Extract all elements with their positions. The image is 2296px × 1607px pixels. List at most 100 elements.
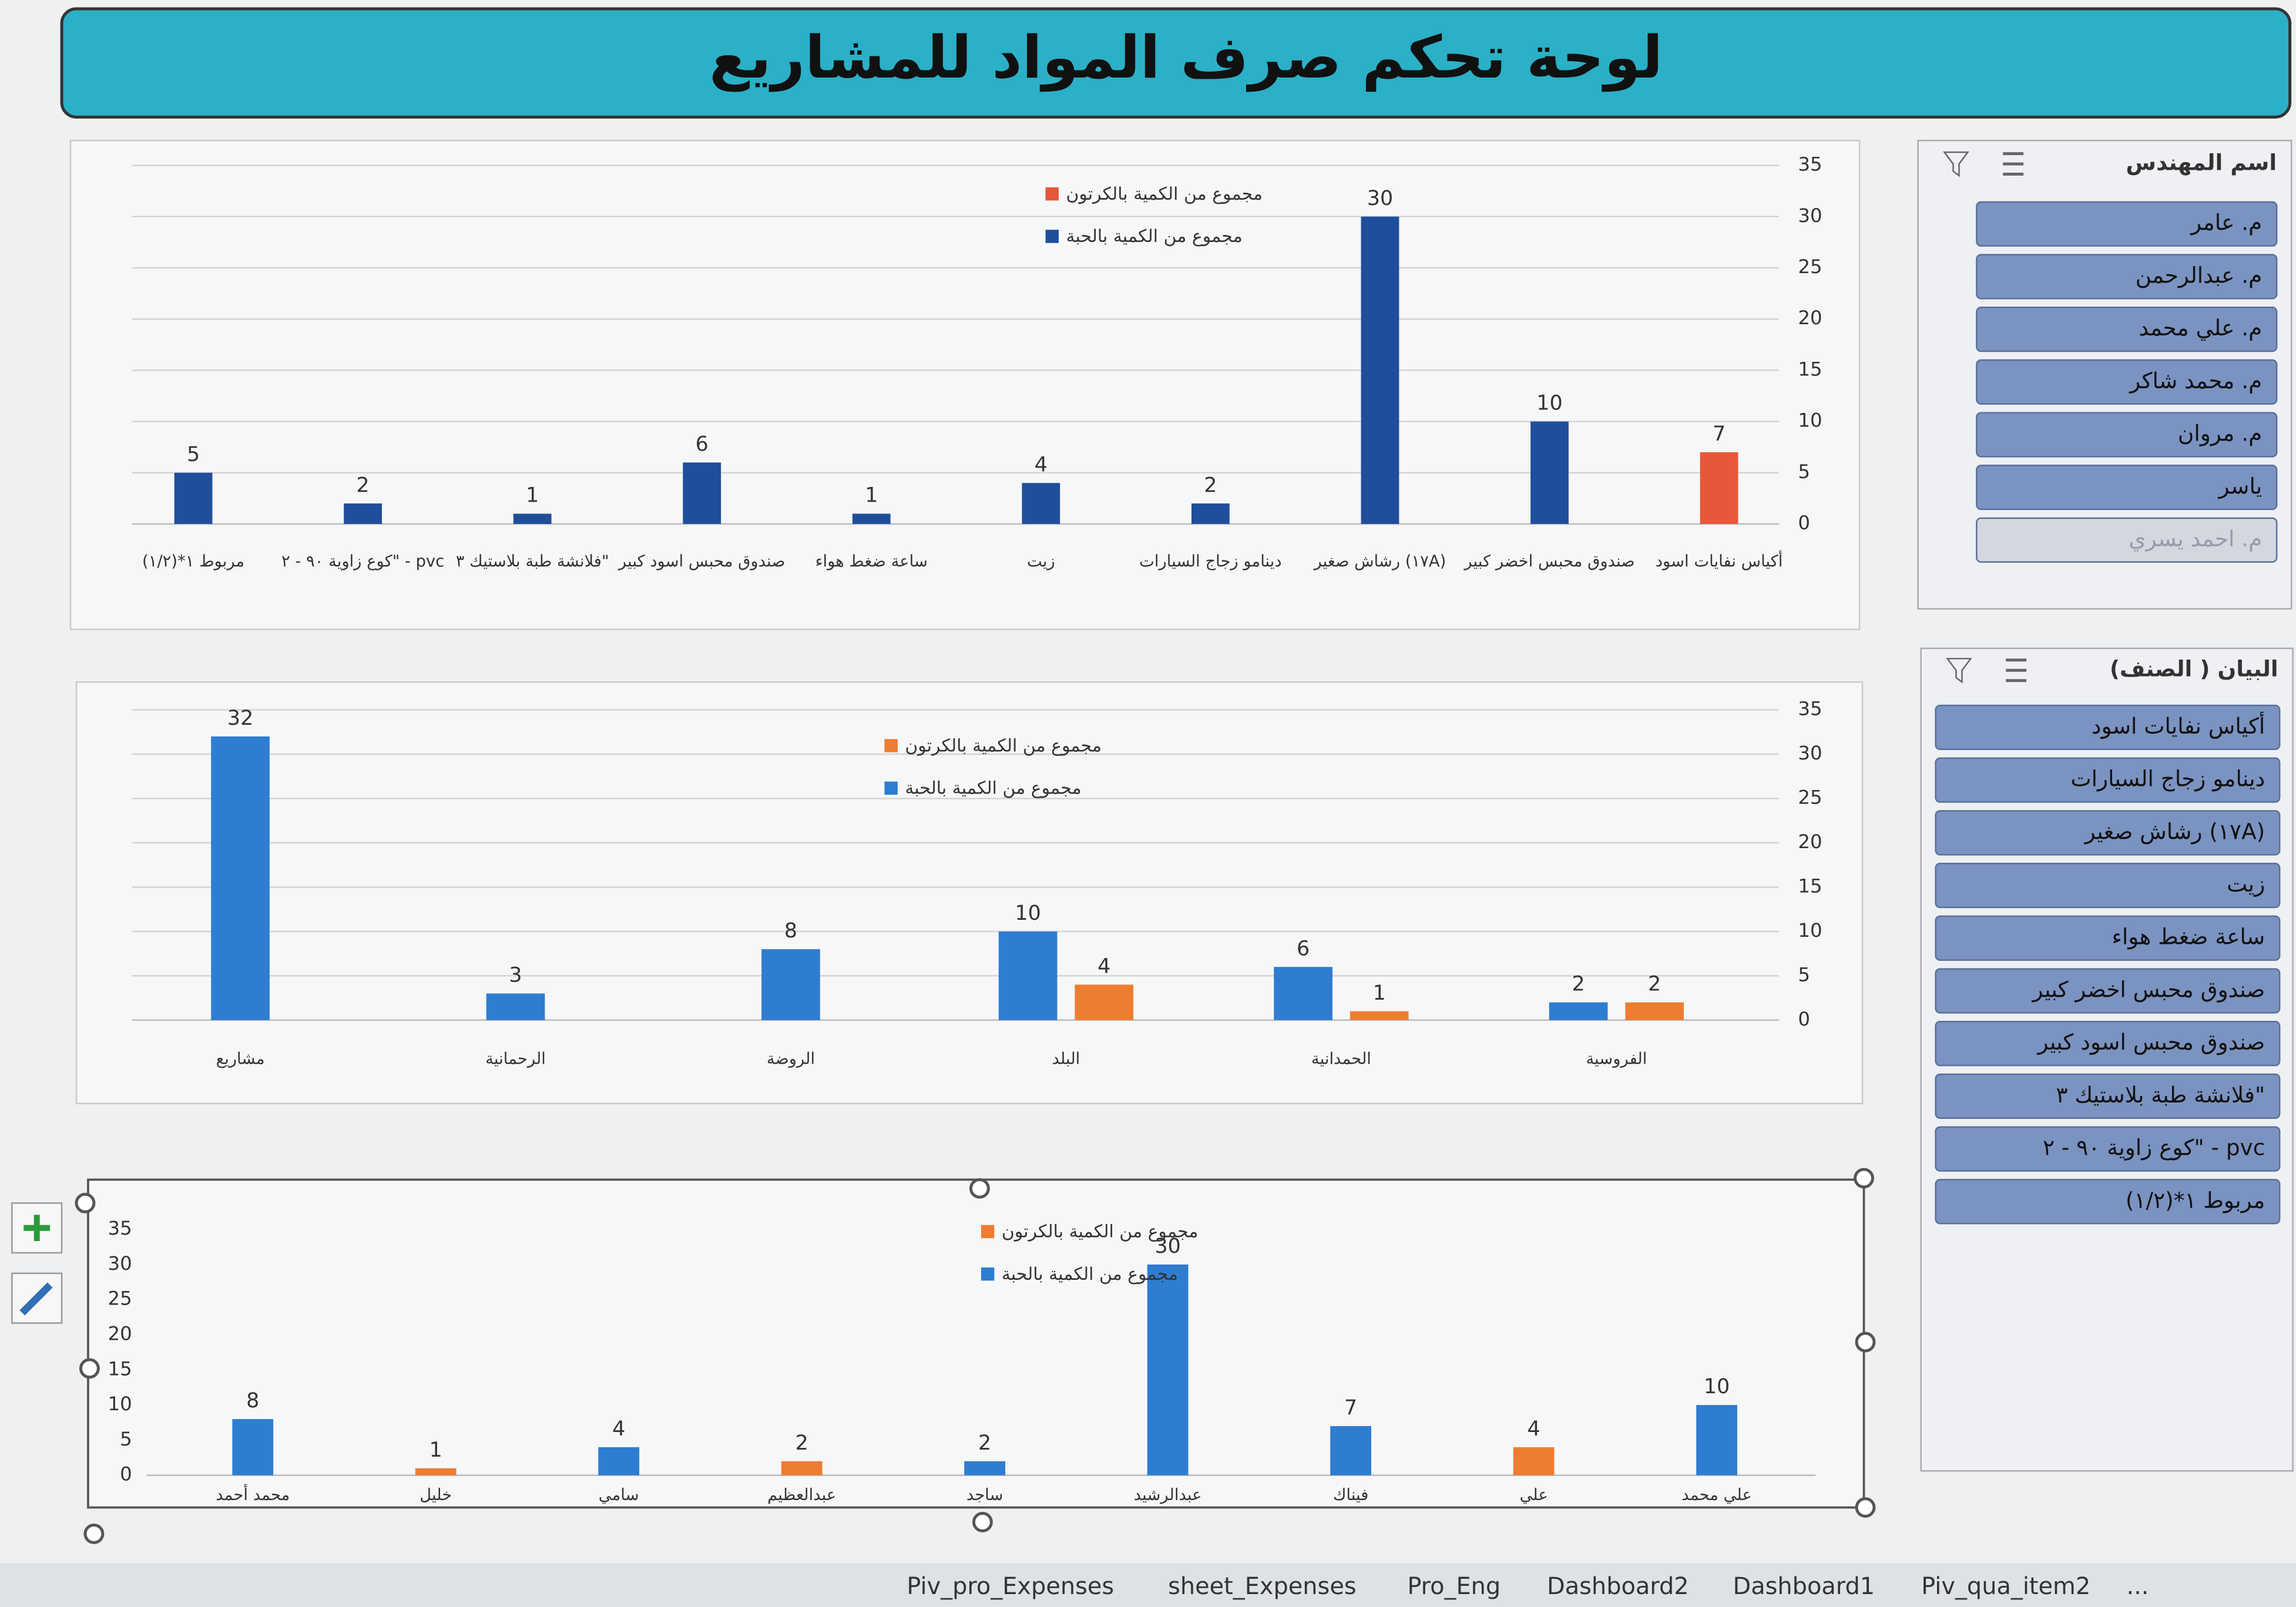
- bar: [174, 472, 213, 525]
- data-label: 30: [1154, 1235, 1180, 1258]
- slicer-item[interactable]: [1935, 968, 2281, 1014]
- data-label: 2: [1648, 973, 1661, 996]
- selection-handle[interactable]: [1855, 1332, 1876, 1353]
- x-tick-label: محمد أحمد: [216, 1484, 290, 1504]
- bar: [1075, 984, 1134, 1020]
- slicer-item[interactable]: [1976, 307, 2278, 352]
- data-label: 7: [1344, 1396, 1357, 1420]
- data-label: 1: [526, 484, 539, 507]
- data-label: 1: [865, 484, 878, 507]
- brush-icon: [19, 1282, 53, 1316]
- sheet-tab[interactable]: ...: [2126, 1573, 2149, 1600]
- sheet-tab[interactable]: Pro_Eng: [1407, 1573, 1501, 1600]
- x-tick-label: الفروسية: [1586, 1050, 1647, 1068]
- add-button[interactable]: [11, 1202, 63, 1254]
- legend-entry: مجموع من الكمية بالحبة: [1002, 1264, 1178, 1285]
- x-tick-label: مربوط ۱*(۱/۲): [142, 552, 244, 570]
- sheet-tab[interactable]: Dashboard1: [1733, 1573, 1875, 1600]
- data-label: 10: [1536, 392, 1562, 415]
- selection-handle[interactable]: [1854, 1168, 1874, 1189]
- data-label: 4: [1527, 1417, 1540, 1441]
- data-label: 4: [1035, 453, 1048, 476]
- y-tick-label: 30: [108, 1252, 132, 1275]
- data-label: 1: [1373, 981, 1386, 1005]
- slicer-item-label: م. محمد شاكر: [2129, 368, 2262, 394]
- slicer-item[interactable]: [1935, 704, 2281, 751]
- sheet-tab[interactable]: sheet_Expenses: [1168, 1573, 1357, 1600]
- x-tick-label: ساعة ضغط هواء: [815, 552, 928, 570]
- data-label: 10: [1704, 1375, 1730, 1398]
- y-tick-label: 10: [1798, 919, 1822, 942]
- y-tick-label: 5: [1798, 460, 1810, 483]
- slicer-item[interactable]: [1976, 517, 2278, 563]
- selection-handle[interactable]: [972, 1512, 993, 1532]
- data-label: 3: [509, 964, 522, 987]
- bar: [415, 1468, 456, 1475]
- data-label: 5: [187, 443, 200, 466]
- bar: [1696, 1405, 1737, 1475]
- legend-entry: مجموع من الكمية بالحبة: [1066, 226, 1242, 247]
- data-label: 7: [1713, 422, 1726, 446]
- slicer-item[interactable]: [1935, 1073, 2281, 1119]
- x-tick-label: البلد: [1052, 1050, 1080, 1068]
- dashboard-title: لوحة تحكم صرف المواد للمشاريع: [709, 23, 1663, 92]
- bar: [1361, 216, 1399, 525]
- bar: [513, 513, 552, 525]
- clear-filter-icon[interactable]: [1943, 151, 1969, 177]
- x-tick-label: صندوق محبس اخضر كبير: [1463, 552, 1634, 570]
- slicer-item[interactable]: [1935, 757, 2281, 803]
- bar: [683, 462, 721, 525]
- slicer-item-label: م. مروان: [2178, 421, 2262, 447]
- x-tick-label: سامي: [599, 1486, 639, 1504]
- data-label: 4: [1097, 955, 1110, 979]
- data-label: 32: [227, 707, 253, 730]
- slicer-item[interactable]: [1935, 1126, 2281, 1172]
- x-tick-label: صندوق محبس اسود كبير: [617, 552, 786, 570]
- slicer-item[interactable]: [1976, 465, 2278, 510]
- x-tick-label: عبدالعظيم: [767, 1486, 836, 1504]
- legend-entry: مجموع من الكمية بالكرتون: [1066, 184, 1263, 204]
- y-tick-label: 15: [1798, 358, 1822, 380]
- x-tick-label: مشاريع: [216, 1050, 265, 1068]
- data-label: 10: [1015, 902, 1040, 925]
- selection-handle[interactable]: [83, 1523, 105, 1544]
- sheet-tab[interactable]: Piv_qua_item2: [1921, 1573, 2090, 1600]
- slicer-item[interactable]: [1976, 254, 2278, 300]
- y-tick-label: 20: [1798, 831, 1822, 853]
- multi-select-icon[interactable]: [2003, 152, 2024, 176]
- selection-handle[interactable]: [75, 1192, 96, 1213]
- y-tick-label: 15: [1798, 875, 1822, 897]
- bar: [1530, 421, 1569, 525]
- slicer-item[interactable]: [1976, 359, 2278, 405]
- selection-handle[interactable]: [969, 1178, 990, 1199]
- data-label: 8: [784, 919, 797, 943]
- slicer-item[interactable]: [1935, 810, 2281, 856]
- sheet-tab[interactable]: Piv_pro_Expenses: [907, 1573, 1114, 1600]
- slicer-item-label: م. عبدالرحمن: [2136, 262, 2263, 288]
- selection-handle[interactable]: [79, 1358, 100, 1379]
- bar: [344, 503, 382, 525]
- slicer-item-label: دينامو زجاج السيارات: [2071, 766, 2265, 792]
- slicer-item-label: رشاش صغير (۱۷A): [2084, 818, 2265, 844]
- slicer-item[interactable]: [1976, 412, 2278, 458]
- slicer-item[interactable]: [1935, 915, 2281, 961]
- y-tick-label: 0: [120, 1463, 132, 1485]
- multi-select-icon[interactable]: [2006, 658, 2027, 683]
- y-tick-label: 10: [108, 1393, 132, 1415]
- y-tick-label: 10: [1798, 409, 1822, 432]
- legend-entry: مجموع من الكمية بالكرتون: [1002, 1222, 1199, 1242]
- slicer-item[interactable]: [1935, 862, 2281, 909]
- selection-handle[interactable]: [1855, 1497, 1876, 1518]
- slicer-item-label: مربوط ۱*(۱/۲): [2126, 1187, 2265, 1213]
- slicer-item[interactable]: [1976, 201, 2278, 247]
- y-tick-label: 25: [108, 1287, 132, 1310]
- legend-swatch: [1045, 187, 1059, 201]
- sheet-tab[interactable]: Dashboard2: [1547, 1573, 1689, 1600]
- slicer-item[interactable]: [1935, 1021, 2281, 1067]
- slicer-item[interactable]: [1935, 1179, 2281, 1225]
- clear-filter-icon[interactable]: [1946, 658, 1972, 684]
- data-label: 2: [795, 1431, 808, 1455]
- y-tick-label: 15: [108, 1357, 132, 1380]
- x-tick-label: علي محمد: [1681, 1486, 1752, 1504]
